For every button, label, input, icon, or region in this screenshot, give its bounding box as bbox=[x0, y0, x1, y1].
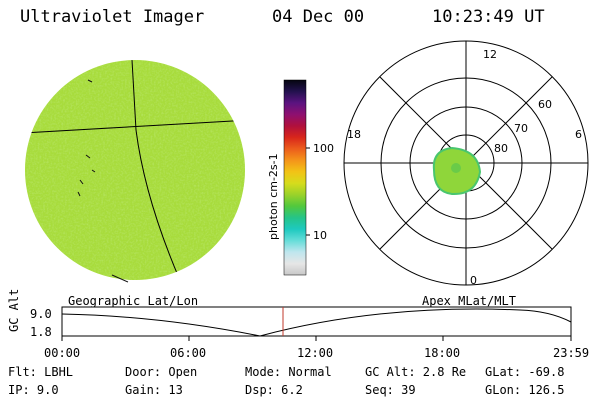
apex-label: Apex MLat/MLT bbox=[422, 294, 516, 308]
ip-info: IP: 9.0 bbox=[8, 383, 59, 397]
x-tick-0600: 06:00 bbox=[170, 346, 207, 360]
colorbar-strip bbox=[283, 79, 307, 276]
hour-label-6: 6 bbox=[575, 128, 582, 141]
earth-image bbox=[25, 60, 245, 283]
geographic-label: Geographic Lat/Lon bbox=[68, 294, 199, 308]
colorbar-tick-label-100: 100 bbox=[313, 142, 334, 155]
lat-label-70: 70 bbox=[514, 122, 528, 135]
x-tick-0000: 00:00 bbox=[44, 346, 81, 360]
auroral-oval bbox=[432, 146, 482, 196]
altitude-strip-chart bbox=[61, 306, 572, 341]
disk-texture bbox=[25, 60, 245, 280]
hour-label-18: 18 bbox=[347, 128, 361, 141]
time-label: 10:23:49 UT bbox=[432, 7, 545, 27]
lat-label-60: 60 bbox=[538, 98, 552, 111]
dsp-info: Dsp: 6.2 bbox=[245, 383, 303, 397]
colorbar-tick-label-10: 10 bbox=[313, 229, 327, 242]
y-tick-9: 9.0 bbox=[30, 307, 52, 321]
longitude-line bbox=[131, 60, 183, 280]
seq-info: Seq: 39 bbox=[365, 383, 416, 397]
geographic-grid bbox=[25, 60, 245, 280]
colorbar: 100 10 photon cm-2s-1 bbox=[267, 79, 334, 276]
hour-label-12: 12 bbox=[483, 48, 497, 61]
strip-frame bbox=[61, 306, 572, 337]
hour-label-0: 0 bbox=[470, 274, 477, 287]
filter-info: Flt: LBHL bbox=[8, 365, 74, 379]
date-label: 04 Dec 00 bbox=[272, 7, 365, 27]
y-tick-1-8: 1.8 bbox=[30, 325, 52, 339]
door-info: Door: Open bbox=[125, 365, 198, 379]
colorbar-unit-label: photon cm-2s-1 bbox=[267, 153, 280, 240]
polar-labels: 12 18 6 0 60 70 80 bbox=[347, 48, 582, 287]
instrument-title: Ultraviolet Imager bbox=[20, 7, 205, 27]
lat-label-80: 80 bbox=[494, 142, 508, 155]
x-tick-1200: 12:00 bbox=[297, 346, 334, 360]
glat-info: GLat: -69.8 bbox=[485, 365, 565, 379]
x-tick-2359: 23:59 bbox=[553, 346, 590, 360]
gain-info: Gain: 13 bbox=[125, 383, 183, 397]
x-tick-1800: 18:00 bbox=[424, 346, 461, 360]
glon-info: GLon: 126.5 bbox=[485, 383, 565, 397]
coastline-dots bbox=[77, 79, 129, 283]
strip-x-ticks bbox=[61, 336, 572, 341]
gc-alt-info: GC Alt: 2.8 Re bbox=[365, 365, 467, 379]
altitude-curve bbox=[61, 308, 572, 337]
mode-info: Mode: Normal bbox=[245, 365, 332, 379]
gc-alt-axis-label: GC Alt bbox=[7, 288, 21, 332]
oval-core bbox=[451, 163, 461, 173]
